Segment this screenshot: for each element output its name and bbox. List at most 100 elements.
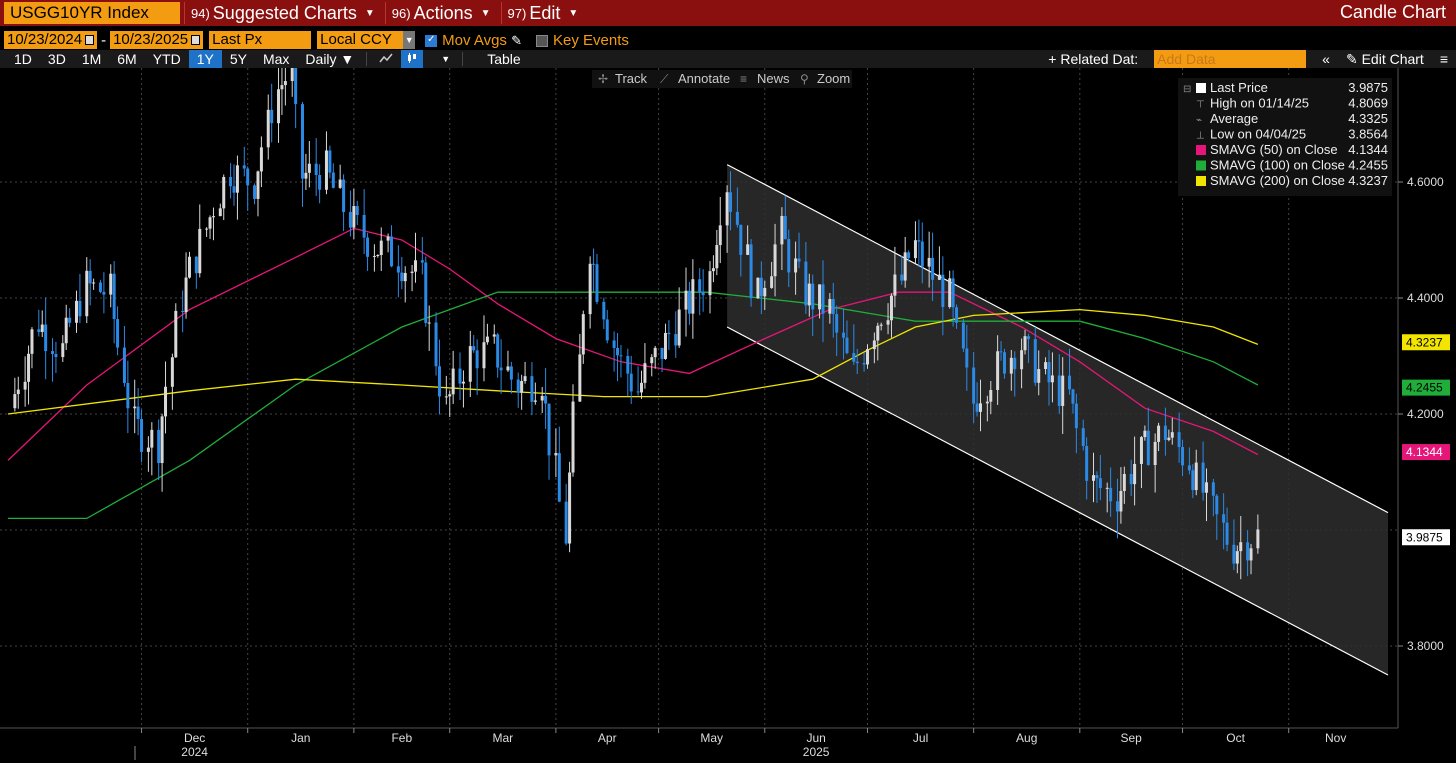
- chart-type-dropdown-icon[interactable]: ▼: [441, 54, 451, 64]
- candle-body: [1002, 352, 1006, 374]
- period-6m[interactable]: 6M: [117, 51, 137, 67]
- start-date-field[interactable]: 10/23/2024: [4, 31, 98, 49]
- candle-body: [876, 325, 880, 341]
- menu-label: Suggested Charts: [212, 2, 357, 23]
- period-3d[interactable]: 3D: [47, 51, 66, 67]
- legend-label: Average: [1210, 111, 1258, 126]
- candle-body: [338, 179, 342, 188]
- candle-body: [181, 310, 185, 313]
- candle-body: [492, 334, 496, 337]
- currency-select[interactable]: Local CCY: [317, 31, 404, 49]
- candle-body: [756, 277, 760, 299]
- key-events-toggle[interactable]: Key Events: [536, 32, 629, 49]
- actions-menu[interactable]: 96) Actions ▼: [384, 2, 497, 24]
- candles: [13, 68, 1260, 580]
- candle-body: [427, 322, 431, 324]
- channel-upper-line[interactable]: [726, 164, 1389, 514]
- legend-value: 4.3237: [1348, 173, 1388, 188]
- candle-body: [266, 109, 270, 148]
- candle-body: [1023, 336, 1027, 351]
- checkbox-icon[interactable]: [425, 34, 438, 47]
- field-select[interactable]: Last Px: [209, 31, 312, 49]
- period-1d[interactable]: 1D: [14, 51, 32, 67]
- candle-body: [27, 353, 31, 382]
- candle-body: [917, 240, 921, 242]
- channel-lower-line[interactable]: [726, 326, 1389, 676]
- candle-body: [109, 273, 113, 295]
- candle-body: [739, 224, 743, 255]
- candle-body: [783, 215, 787, 240]
- table-button[interactable]: Table: [487, 51, 521, 67]
- legend-value: 4.3325: [1348, 111, 1388, 126]
- candle-body: [520, 381, 524, 393]
- chart-tools-background: [592, 70, 852, 88]
- mov-avgs-toggle[interactable]: Mov Avgs ✎: [425, 32, 522, 49]
- collapse-legend-icon[interactable]: ⊟: [1183, 84, 1191, 95]
- pencil-icon[interactable]: ✎: [511, 32, 522, 48]
- candle-body: [211, 216, 215, 218]
- candle-body: [496, 334, 500, 368]
- candle-body: [51, 351, 55, 354]
- line-chart-icon[interactable]: [371, 50, 401, 68]
- legend-panel: Last Price 3.9875 ⊤ High on 01/14/25 4.8069 ⌁…: [1178, 78, 1392, 196]
- annotate-tool[interactable]: Annotate: [678, 71, 730, 86]
- news-tool[interactable]: News: [757, 71, 790, 86]
- candle-chart-icon[interactable]: [401, 50, 424, 68]
- candle-body: [1050, 375, 1054, 383]
- menu-icon[interactable]: ≡: [1439, 51, 1448, 67]
- x-month-label: Oct: [1226, 731, 1245, 745]
- menu-label: Edit: [529, 2, 561, 23]
- sma-line-2: [7, 308, 1259, 415]
- period-ytd[interactable]: YTD: [152, 51, 181, 67]
- frequency-select[interactable]: Daily ▼: [305, 51, 355, 67]
- candle-body: [592, 263, 596, 265]
- candle-body: [629, 373, 633, 392]
- edit-menu[interactable]: 97) Edit ▼: [500, 2, 585, 24]
- legend-value: 3.9875: [1348, 80, 1388, 95]
- menu-label: Actions: [413, 2, 473, 23]
- candle-body: [372, 255, 376, 257]
- add-data-input[interactable]: Add Data: [1154, 50, 1307, 68]
- period-1y[interactable]: 1Y: [188, 50, 222, 68]
- candle-body: [855, 361, 859, 364]
- end-date-field[interactable]: 10/23/2025: [110, 31, 204, 49]
- candle-body: [1020, 350, 1024, 370]
- track-tool[interactable]: Track: [615, 71, 648, 86]
- candle-body: [544, 395, 548, 404]
- candle-chart[interactable]: ✢ Track ⟋ Annotate ≡ News ⚲ Zoom 4.60004…: [0, 68, 1456, 763]
- calendar-icon[interactable]: [85, 35, 95, 46]
- period-max[interactable]: Max: [262, 51, 290, 67]
- menu-number: 97): [507, 5, 527, 21]
- value-tag: [1402, 444, 1450, 461]
- candle-body: [540, 395, 544, 401]
- candle-body: [290, 68, 294, 82]
- candle-body: [1061, 375, 1065, 406]
- calendar-icon[interactable]: [191, 35, 201, 46]
- period-5y[interactable]: 5Y: [229, 51, 247, 67]
- candle-body: [818, 284, 822, 310]
- trend-channel[interactable]: [726, 164, 1389, 676]
- candle-body: [16, 389, 20, 395]
- checkbox-icon[interactable]: [536, 34, 548, 47]
- x-axis: Dec Jan Feb Mar Apr May Jun Jul Aug Sep Oct Nov 2024…: [0, 727, 1398, 760]
- candle-body: [907, 252, 911, 259]
- ticker-field[interactable]: USGG10YR Index: [4, 2, 180, 24]
- dropdown-arrow-icon[interactable]: ▼: [403, 31, 416, 49]
- related-data-button[interactable]: + Related Dat:: [1048, 51, 1139, 67]
- pencil-icon: ✎: [1345, 51, 1362, 67]
- candle-body: [112, 273, 116, 320]
- period-1m[interactable]: 1M: [81, 51, 102, 67]
- candle-body: [448, 394, 452, 397]
- edit-chart-button[interactable]: ✎ Edit Chart: [1338, 50, 1432, 68]
- candle-body: [811, 283, 815, 310]
- candle-body: [1143, 430, 1147, 438]
- candle-body: [1044, 362, 1048, 370]
- zoom-tool[interactable]: Zoom: [817, 71, 850, 86]
- settings-bar: 10/23/2024 - 10/23/2025 Last Px Local CC…: [0, 30, 1456, 50]
- suggested-charts-menu[interactable]: 94) Suggested Charts ▼: [184, 2, 381, 24]
- collapse-icon[interactable]: «: [1322, 51, 1330, 67]
- candle-body: [1215, 495, 1219, 515]
- candle-body: [845, 337, 849, 354]
- legend-value: 4.1344: [1348, 142, 1388, 157]
- candle-body: [1157, 425, 1161, 442]
